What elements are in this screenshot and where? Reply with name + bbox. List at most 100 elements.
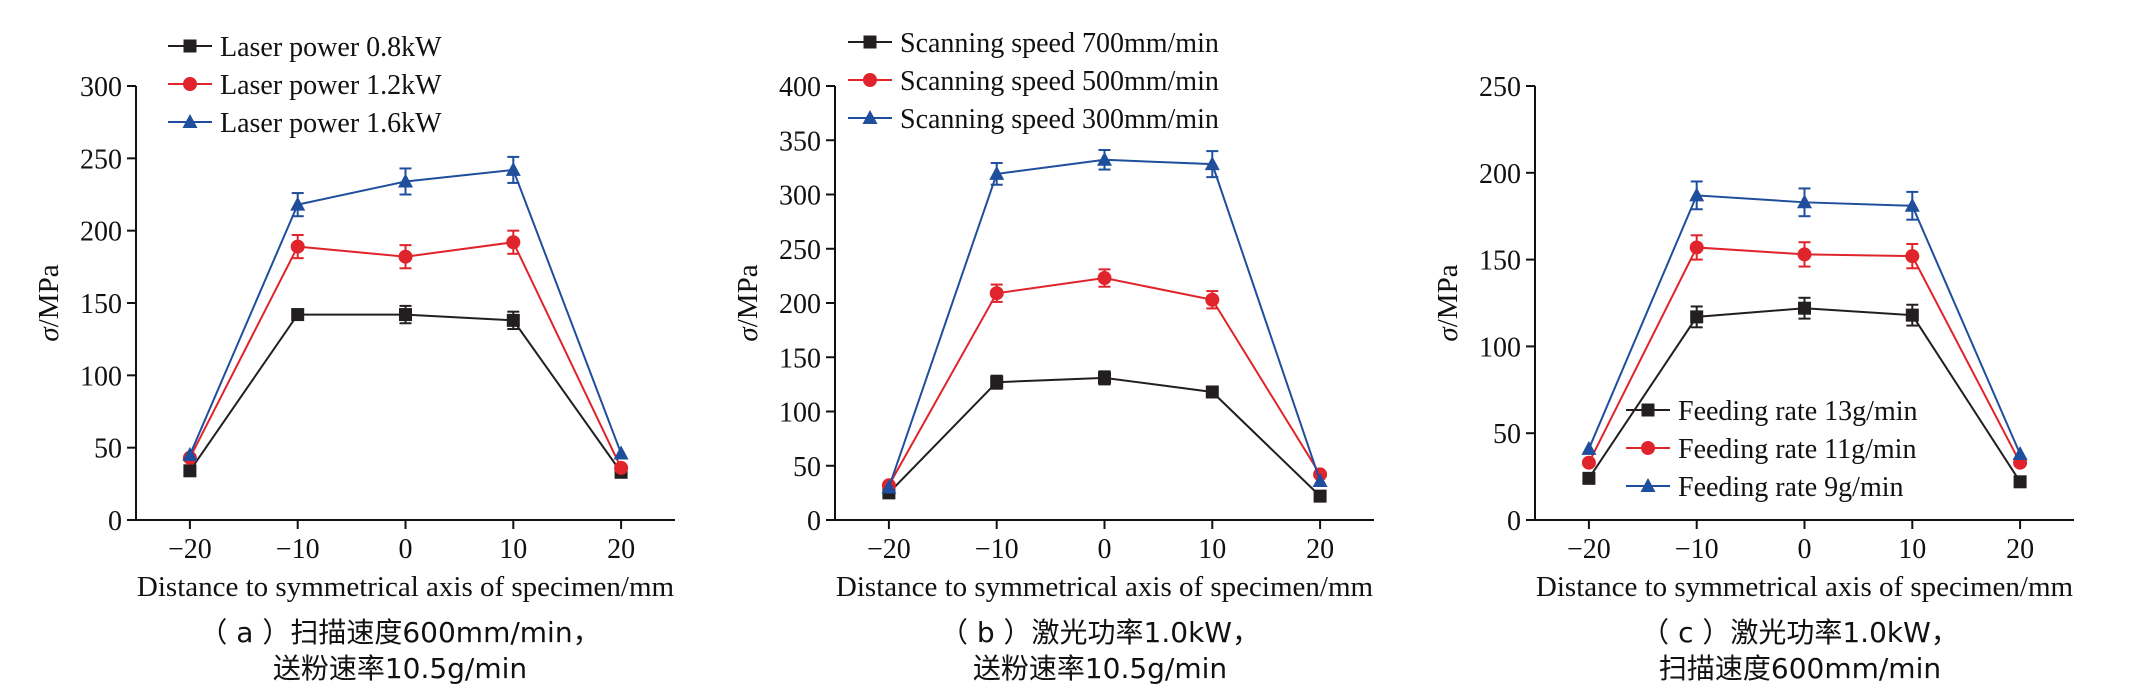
data-point (1581, 440, 1597, 455)
y-tick-label: 350 (779, 126, 821, 157)
series-3 (881, 149, 1328, 494)
x-tick-label: 20 (2006, 534, 2034, 565)
data-point (2013, 475, 2027, 489)
data-point (398, 249, 413, 264)
series-3 (1581, 180, 2028, 461)
data-point (989, 165, 1005, 180)
data-point (1689, 187, 1705, 202)
x-axis-label: Distance to symmetrical axis of specimen… (1536, 571, 2074, 603)
x-tick-label: −10 (975, 534, 1019, 565)
panel-caption: （ c ）激光功率1.0kW， (1641, 616, 1959, 649)
y-tick-label: 250 (779, 235, 821, 266)
x-tick-label: 10 (1898, 534, 1926, 565)
legend-marker (182, 114, 198, 128)
x-tick-label: 10 (1198, 534, 1226, 565)
data-point (290, 239, 305, 254)
series-line (888, 376, 1321, 497)
data-point (1097, 151, 1112, 166)
legend-marker (1641, 403, 1655, 417)
data-point (1798, 301, 1811, 315)
legend-label: Laser power 1.6kW (220, 108, 442, 139)
legend: Feeding rate 13g/min Feeding rate 11g/min… (1626, 396, 1918, 503)
x-tick-label: 20 (1306, 534, 1334, 565)
chart-panel-1: 0 50 100 150 200 250 300 −20 −10 0 10 20 Distance to… (33, 32, 675, 685)
data-point (1797, 194, 1812, 209)
legend-marker (863, 73, 877, 87)
legend-marker (1640, 478, 1656, 492)
y-tick-label: 150 (80, 289, 122, 320)
legend-marker (1641, 441, 1655, 455)
y-tick-label: 200 (80, 217, 122, 248)
data-point (399, 308, 412, 322)
chart-panel-3: 0 50 100 150 200 250 −20 −10 0 10 20 Distance to sy… (1432, 72, 2074, 685)
y-axis-label: σ/MPa (1432, 264, 1464, 341)
series-line (189, 241, 623, 469)
y-tick-label: 300 (80, 72, 122, 103)
y-tick-label: 100 (80, 361, 122, 392)
y-tick-label: 400 (779, 72, 821, 103)
data-point (1582, 471, 1596, 485)
data-point (182, 446, 198, 461)
panel-caption: 送粉速率10.5g/min (973, 652, 1227, 685)
data-point (1581, 455, 1596, 470)
y-tick-label: 50 (793, 452, 821, 483)
y-tick-label: 50 (94, 434, 122, 465)
legend-label: Scanning speed 300mm/min (900, 104, 1219, 135)
y-axis-label: σ/MPa (732, 264, 764, 341)
legend-marker (863, 35, 877, 49)
data-point (614, 460, 629, 475)
x-tick-label: −20 (1567, 534, 1611, 565)
data-point (989, 286, 1004, 301)
data-point (1797, 247, 1812, 262)
data-point (505, 161, 521, 176)
legend: Scanning speed 700mm/min Scanning speed 5… (848, 28, 1219, 135)
series-3 (182, 155, 629, 461)
legend: Laser power 0.8kW Laser power 1.2kW Laser … (168, 32, 442, 139)
legend-label: Scanning speed 500mm/min (900, 66, 1219, 97)
series-line (887, 158, 1322, 488)
series-1 (1582, 296, 2027, 489)
series-1 (183, 304, 628, 479)
data-point (2012, 446, 2028, 461)
data-point (1205, 292, 1220, 307)
data-point (1689, 240, 1704, 255)
x-tick-label: 0 (1798, 534, 1812, 565)
data-point (1204, 156, 1220, 171)
data-point (1905, 308, 1919, 322)
y-tick-label: 0 (108, 506, 122, 537)
x-tick-label: −20 (867, 534, 911, 565)
x-tick-label: −10 (1675, 534, 1719, 565)
data-point (613, 445, 629, 460)
data-point (1313, 489, 1327, 503)
data-point (506, 313, 520, 327)
x-tick-label: −20 (168, 534, 212, 565)
panel-caption: （ a ）扫描速度600mm/min， (199, 616, 600, 649)
legend-marker (183, 77, 197, 91)
x-tick-label: −10 (276, 534, 320, 565)
y-tick-label: 250 (80, 144, 122, 175)
panel-caption: 送粉速率10.5g/min (273, 652, 527, 685)
y-tick-label: 100 (779, 398, 821, 429)
data-point (1098, 371, 1111, 385)
data-point (990, 375, 1004, 389)
series-2 (182, 229, 629, 475)
y-tick-label: 0 (807, 506, 821, 537)
x-tick-label: 20 (607, 534, 635, 565)
series-line (189, 313, 622, 473)
y-tick-label: 100 (1479, 332, 1521, 363)
y-tick-label: 200 (1479, 159, 1521, 190)
x-axis-label: Distance to symmetrical axis of specimen… (137, 571, 675, 603)
data-point (1205, 385, 1219, 399)
y-axis-label: σ/MPa (33, 264, 65, 341)
data-point (1690, 310, 1704, 324)
legend-label: Laser power 0.8kW (220, 32, 442, 63)
series-line (1588, 246, 2021, 464)
legend-label: Feeding rate 13g/min (1678, 396, 1918, 427)
series-1 (882, 370, 1327, 503)
data-point (1905, 249, 1920, 264)
y-tick-label: 50 (1493, 419, 1521, 450)
legend-marker (862, 110, 878, 124)
y-tick-label: 300 (779, 181, 821, 212)
data-point (506, 235, 521, 250)
